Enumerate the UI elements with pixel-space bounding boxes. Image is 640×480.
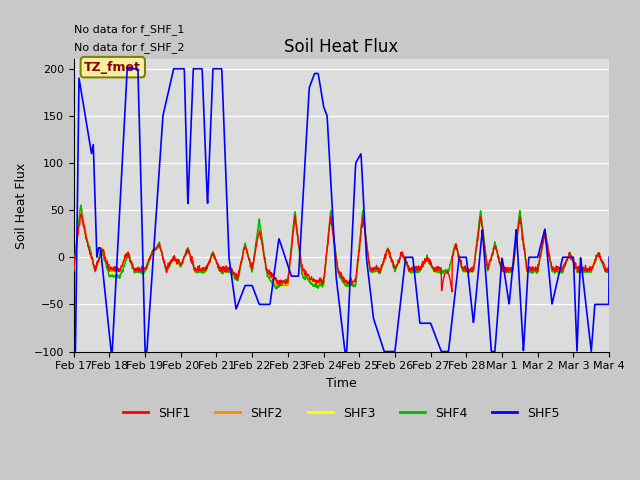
Text: TZ_fmet: TZ_fmet	[84, 60, 141, 73]
Title: Soil Heat Flux: Soil Heat Flux	[284, 38, 399, 57]
Text: No data for f_SHF_2: No data for f_SHF_2	[74, 42, 184, 53]
Legend: SHF1, SHF2, SHF3, SHF4, SHF5: SHF1, SHF2, SHF3, SHF4, SHF5	[118, 402, 565, 425]
Text: No data for f_SHF_1: No data for f_SHF_1	[74, 24, 184, 35]
X-axis label: Time: Time	[326, 377, 356, 390]
Y-axis label: Soil Heat Flux: Soil Heat Flux	[15, 162, 28, 249]
